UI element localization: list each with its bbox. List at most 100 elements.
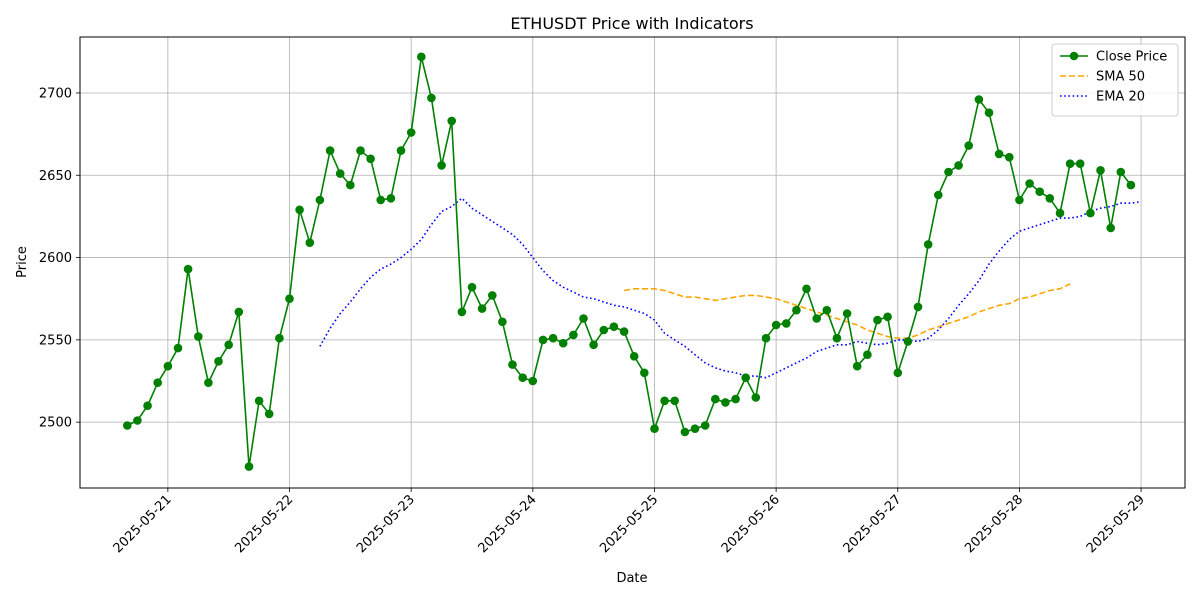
- close-price-point: [325, 146, 335, 155]
- close-price-point: [285, 294, 294, 304]
- y-tick-label: 2500: [39, 416, 72, 431]
- close-price-point: [315, 195, 325, 205]
- y-tick-label: 2700: [39, 86, 72, 101]
- close-price-point: [427, 93, 436, 103]
- close-price-point: [579, 314, 588, 323]
- close-price-point: [569, 330, 578, 340]
- close-price-point: [771, 320, 781, 330]
- close-price-point: [599, 325, 609, 335]
- legend-marker: [1069, 51, 1079, 61]
- y-tick-label: 2650: [39, 169, 72, 184]
- x-tick-label: 2025-05-23: [354, 492, 418, 556]
- grid-lines: [80, 37, 1185, 488]
- x-tick-label: 2025-05-27: [841, 492, 905, 556]
- close-price-point: [346, 180, 355, 190]
- close-price-point: [234, 307, 244, 317]
- close-price-point: [275, 333, 284, 343]
- close-price-point: [183, 264, 193, 274]
- close-price-point: [1096, 166, 1105, 175]
- close-price-point: [1005, 152, 1014, 162]
- legend: Close Price SMA 50 EMA 20: [1051, 43, 1179, 117]
- close-price-point: [305, 238, 315, 247]
- close-price-point: [548, 333, 558, 343]
- close-price-point: [640, 368, 649, 378]
- x-tick-label: 2025-05-22: [232, 492, 296, 556]
- close-price-point: [224, 340, 233, 350]
- legend-box: [1051, 43, 1179, 117]
- close-price-point: [447, 116, 457, 126]
- y-tick-label: 2550: [39, 333, 72, 348]
- close-price-point: [386, 194, 396, 203]
- series-layer: [123, 52, 1142, 471]
- close-price-point: [721, 398, 730, 407]
- close-price-point: [802, 284, 811, 294]
- close-price-point: [832, 333, 842, 343]
- x-tick-label: 2025-05-25: [597, 492, 661, 556]
- close-price-point: [680, 427, 690, 437]
- close-price-point: [477, 304, 487, 313]
- close-price-point: [954, 161, 963, 170]
- close-price-point: [792, 305, 801, 315]
- x-tick-label: 2025-05-29: [1084, 492, 1148, 556]
- close-price-point: [457, 307, 467, 317]
- close-price-point: [467, 282, 477, 292]
- close-price-point: [619, 327, 629, 336]
- close-price-point: [670, 396, 679, 406]
- close-price-point: [1126, 180, 1136, 190]
- close-price-point: [1086, 208, 1095, 218]
- close-price-point: [1015, 195, 1024, 205]
- close-price-point: [852, 361, 862, 371]
- ema-20-line: [319, 197, 1142, 379]
- close-price-point: [984, 108, 994, 117]
- chart-title: ETHUSDT Price with Indicators: [510, 14, 753, 33]
- close-price-point: [295, 205, 304, 215]
- close-price-point: [731, 394, 740, 404]
- close-price-point: [194, 332, 203, 341]
- close-price-point: [538, 335, 548, 345]
- close-price-point: [913, 302, 923, 312]
- close-price-point: [711, 394, 720, 404]
- close-price-point: [944, 167, 953, 177]
- close-price-point: [437, 161, 446, 170]
- close-price-point: [356, 146, 365, 155]
- close-price-point: [741, 373, 750, 383]
- close-price-point: [863, 350, 872, 360]
- close-price-point: [893, 368, 903, 378]
- close-price-point: [406, 128, 416, 137]
- close-price-point: [700, 421, 710, 430]
- y-axis-label: Price: [15, 246, 30, 278]
- close-price-point: [974, 95, 984, 104]
- x-tick-label: 2025-05-28: [962, 492, 1026, 556]
- close-price-point: [883, 312, 892, 322]
- close-price-point: [488, 291, 497, 300]
- x-axis-label: Date: [616, 571, 647, 586]
- close-price-point: [558, 338, 568, 348]
- close-price-point: [244, 462, 254, 471]
- close-price-point: [1055, 208, 1065, 218]
- close-price-point: [396, 146, 406, 155]
- close-price-point: [1106, 223, 1115, 233]
- close-price-point: [366, 154, 375, 164]
- close-price-point: [204, 378, 213, 388]
- close-price-point: [690, 424, 700, 434]
- close-price-point: [934, 190, 943, 200]
- close-price-point: [163, 361, 173, 371]
- close-price-point: [873, 315, 882, 325]
- close-price-point: [518, 373, 527, 383]
- close-price-point: [923, 240, 933, 249]
- close-price-point: [508, 360, 517, 369]
- close-price-point: [964, 141, 973, 150]
- close-price-point: [1035, 187, 1044, 196]
- close-price-point: [133, 416, 142, 425]
- sma-50-line: [623, 283, 1071, 339]
- plot-area-frame: [79, 36, 1186, 489]
- close-price-point: [376, 195, 386, 205]
- close-price-point: [842, 309, 852, 318]
- close-price-point: [609, 322, 619, 332]
- close-price-point: [264, 409, 274, 419]
- close-price-point: [143, 401, 152, 411]
- legend-label: EMA 20: [1096, 90, 1145, 105]
- close-price-point: [1075, 159, 1085, 168]
- close-price-point: [498, 317, 507, 327]
- close-price-point: [1025, 179, 1034, 188]
